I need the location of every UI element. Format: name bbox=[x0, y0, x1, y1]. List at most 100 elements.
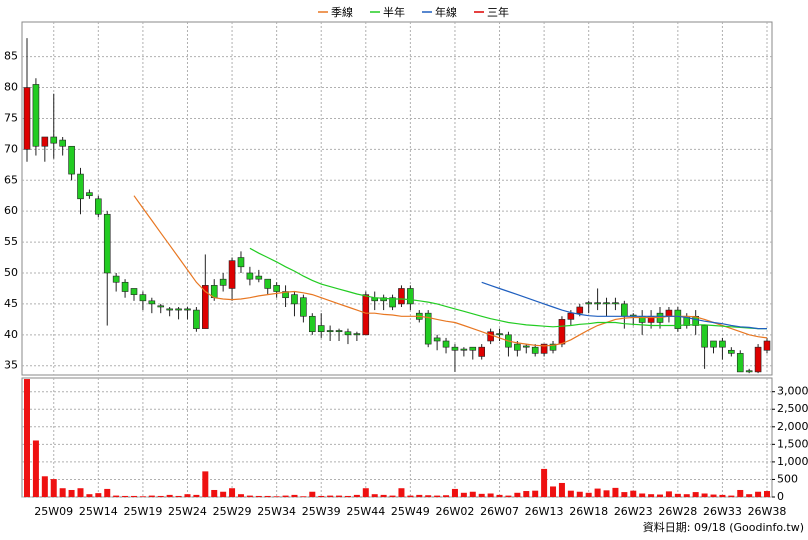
volume-bar bbox=[255, 495, 262, 497]
candle-body bbox=[763, 340, 771, 351]
volume-bar bbox=[264, 495, 271, 497]
volume-bar bbox=[746, 494, 753, 497]
x-tick-label: 25W09 bbox=[34, 505, 73, 518]
volume-bar bbox=[603, 490, 610, 497]
candle-body bbox=[594, 302, 601, 305]
y2-tick-label: 3,000 bbox=[777, 385, 808, 398]
volume-bar bbox=[425, 495, 432, 497]
volume-bar bbox=[701, 493, 708, 497]
price-panel bbox=[21, 21, 773, 376]
volume-bar bbox=[344, 495, 351, 497]
volume-bar bbox=[229, 488, 236, 497]
legend-label: 半年 bbox=[383, 5, 405, 19]
candle-body bbox=[710, 340, 717, 348]
volume-bar bbox=[398, 488, 405, 497]
candle-body bbox=[389, 297, 396, 308]
candle-body bbox=[86, 192, 93, 197]
y2-tick-label: 2,500 bbox=[777, 402, 808, 415]
volume-bar bbox=[648, 494, 655, 497]
volume-bar bbox=[327, 495, 334, 497]
candle-body bbox=[228, 260, 236, 289]
volume-bar bbox=[630, 490, 637, 497]
volume-bar bbox=[576, 491, 583, 497]
y-tick-label: 45 bbox=[4, 297, 18, 310]
candle-body bbox=[23, 87, 31, 150]
volume-bar bbox=[434, 495, 441, 497]
volume-bar bbox=[505, 495, 512, 497]
y2-tick-label: 0 bbox=[777, 490, 784, 503]
candle-body bbox=[487, 331, 494, 342]
volume-bar bbox=[113, 495, 120, 497]
candle-body bbox=[130, 288, 138, 295]
candle-body bbox=[398, 288, 405, 305]
volume-bar bbox=[380, 494, 387, 497]
candle-body bbox=[353, 333, 361, 336]
x-tick-label: 26W23 bbox=[614, 505, 653, 518]
volume-bar bbox=[309, 491, 316, 497]
volume-bar bbox=[567, 490, 574, 497]
volume-bar bbox=[496, 494, 503, 497]
volume-bar bbox=[220, 491, 227, 497]
candle-body bbox=[621, 303, 628, 317]
volume-bar bbox=[612, 487, 619, 497]
volume-bar bbox=[558, 482, 565, 497]
volume-bar bbox=[273, 496, 280, 497]
volume-bar bbox=[237, 494, 244, 497]
candle-body bbox=[148, 300, 156, 305]
candle-body bbox=[193, 309, 200, 329]
candle-body bbox=[32, 84, 40, 147]
candle-body bbox=[103, 213, 111, 274]
volume-bar bbox=[211, 489, 218, 497]
volume-bar bbox=[59, 488, 66, 497]
candle-body bbox=[603, 302, 610, 305]
volume-bar bbox=[443, 495, 450, 497]
volume-bar bbox=[362, 488, 369, 497]
volume-bar bbox=[683, 494, 690, 497]
x-tick-label: 25W29 bbox=[213, 505, 252, 518]
volume-bar bbox=[157, 495, 164, 497]
volume-bar bbox=[755, 491, 762, 497]
candle-body bbox=[469, 346, 477, 351]
candle-body bbox=[326, 330, 334, 333]
volume-bar bbox=[318, 495, 325, 497]
x-tick-label: 26W07 bbox=[480, 505, 519, 518]
y-tick-label: 35 bbox=[4, 359, 18, 372]
candle-body bbox=[745, 370, 753, 373]
volume-bar bbox=[469, 491, 476, 497]
candle-body bbox=[300, 297, 307, 317]
candle-body bbox=[754, 346, 762, 373]
volume-bar bbox=[514, 492, 521, 497]
volume-bar bbox=[585, 492, 592, 497]
volume-bar bbox=[487, 493, 494, 497]
candle-body bbox=[362, 294, 370, 336]
candle-body bbox=[273, 285, 280, 292]
volume-bar bbox=[77, 488, 84, 497]
volume-bar bbox=[460, 492, 467, 497]
x-tick-label: 25W44 bbox=[346, 505, 385, 518]
candle-body bbox=[549, 343, 557, 351]
candle-body bbox=[674, 309, 682, 329]
candle-body bbox=[59, 139, 66, 147]
volume-bar bbox=[407, 495, 414, 497]
y-tick-label: 40 bbox=[4, 328, 18, 341]
volume-bar bbox=[282, 495, 289, 497]
candle-body bbox=[558, 319, 566, 345]
candle-body bbox=[540, 343, 548, 354]
x-tick-label: 25W34 bbox=[257, 505, 296, 518]
volume-bar bbox=[389, 495, 396, 497]
candle-body bbox=[567, 312, 575, 320]
candle-body bbox=[433, 337, 441, 342]
candle-body bbox=[112, 275, 120, 283]
volume-bar bbox=[639, 493, 646, 497]
y-tick-label: 75 bbox=[4, 111, 18, 124]
x-tick-label: 26W13 bbox=[525, 505, 564, 518]
candle-body bbox=[202, 285, 209, 329]
candle-body bbox=[496, 333, 503, 336]
x-tick-label: 25W14 bbox=[79, 505, 118, 518]
candle-body bbox=[237, 257, 245, 268]
volume-bar bbox=[710, 494, 717, 497]
candle-body bbox=[522, 345, 530, 348]
volume-bar bbox=[166, 494, 173, 497]
volume-bar bbox=[139, 496, 146, 497]
candle-body bbox=[665, 309, 673, 317]
